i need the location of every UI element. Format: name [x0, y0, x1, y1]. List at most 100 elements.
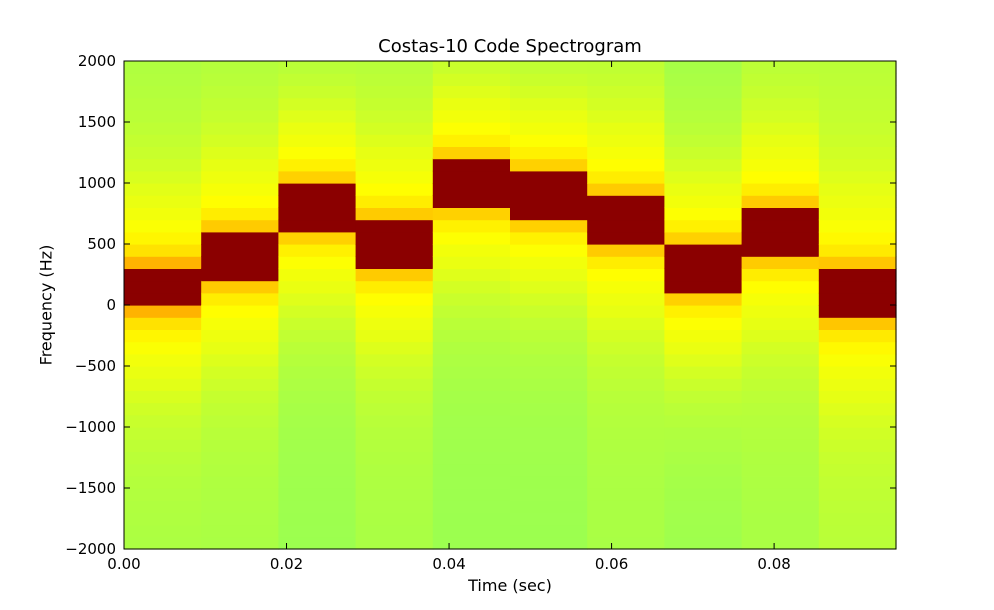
heatmap-cell	[741, 231, 820, 245]
heatmap-cell	[201, 231, 279, 245]
heatmap-cell	[201, 536, 279, 550]
heatmap-cell	[201, 500, 279, 513]
heatmap-cell	[278, 427, 357, 440]
heatmap-cell	[587, 341, 665, 355]
heatmap-cell	[510, 402, 588, 416]
heatmap-cell	[355, 524, 434, 538]
heatmap-cell	[278, 73, 357, 86]
heatmap-cell	[587, 256, 665, 269]
heatmap-cell	[818, 378, 897, 391]
heatmap-cell	[355, 390, 434, 404]
heatmap-cell	[355, 463, 434, 477]
heatmap-cell	[355, 97, 434, 111]
heatmap-cell	[124, 353, 202, 367]
heatmap-cell	[818, 97, 897, 111]
heatmap-cell	[664, 512, 743, 526]
heatmap-cell	[355, 488, 434, 501]
heatmap-cell	[355, 207, 434, 221]
heatmap-cell	[124, 170, 202, 184]
heatmap-cell	[510, 475, 588, 489]
heatmap-cell	[278, 219, 357, 233]
heatmap-cell	[278, 170, 357, 184]
heatmap-cell	[818, 244, 897, 257]
heatmap-cell	[432, 195, 511, 208]
heatmap-cell	[432, 61, 511, 74]
heatmap-cell	[124, 268, 202, 282]
heatmap-cell	[278, 207, 357, 221]
heatmap-cell	[664, 475, 743, 489]
heatmap-cell	[124, 500, 202, 513]
heatmap-cell	[818, 122, 897, 135]
heatmap-cell	[432, 427, 511, 440]
heatmap-cell	[510, 451, 588, 465]
heatmap-cell	[355, 109, 434, 123]
heatmap-cell	[664, 231, 743, 245]
heatmap-cell	[510, 366, 588, 379]
heatmap-cell	[201, 439, 279, 452]
heatmap-cell	[432, 231, 511, 245]
heatmap-cell	[355, 475, 434, 489]
heatmap-cell	[818, 366, 897, 379]
x-axis-label: Time (sec)	[468, 576, 552, 595]
heatmap-cell	[278, 268, 357, 282]
heatmap-cell	[664, 451, 743, 465]
heatmap-cell	[432, 378, 511, 391]
heatmap-cell	[818, 109, 897, 123]
heatmap-cell	[432, 390, 511, 404]
heatmap-cell	[201, 244, 279, 257]
heatmap-cell	[818, 207, 897, 221]
heatmap-cell	[818, 280, 897, 294]
heatmap-cell	[741, 414, 820, 428]
heatmap-cell	[278, 134, 357, 147]
y-tick-label: −1000	[65, 418, 116, 436]
heatmap-cell	[278, 378, 357, 391]
heatmap-cell	[741, 97, 820, 111]
heatmap-cell	[587, 512, 665, 526]
y-axis-label: Frequency (Hz)	[36, 244, 56, 366]
heatmap-cell	[201, 183, 279, 196]
y-tick-label: −1500	[65, 479, 116, 497]
heatmap-cell	[664, 488, 743, 501]
heatmap-cell	[741, 256, 820, 269]
heatmap-cell	[124, 61, 202, 74]
heatmap-cell	[818, 500, 897, 513]
heatmap-cell	[432, 439, 511, 452]
heatmap-cell	[124, 122, 202, 135]
heatmap-cell	[201, 463, 279, 477]
heatmap-cell	[510, 268, 588, 282]
heatmap-cell	[201, 61, 279, 74]
heatmap-cell	[355, 402, 434, 416]
heatmap-cell	[741, 195, 820, 208]
heatmap-cell	[355, 195, 434, 208]
heatmap-cell	[818, 146, 897, 160]
heatmap-cell	[510, 390, 588, 404]
heatmap-cell	[741, 85, 820, 99]
heatmap-cell	[278, 280, 357, 294]
heatmap-cell	[432, 500, 511, 513]
heatmap-cell	[510, 427, 588, 440]
heatmap-cell	[510, 170, 588, 184]
heatmap-cell	[355, 329, 434, 343]
heatmap-cell	[818, 219, 897, 233]
heatmap-cell	[124, 414, 202, 428]
heatmap-cell	[587, 268, 665, 282]
heatmap-cell	[278, 329, 357, 343]
x-tick-label: 0.08	[757, 555, 790, 573]
heatmap-cell	[587, 366, 665, 379]
heatmap-cell	[432, 85, 511, 99]
heatmap-cell	[201, 292, 279, 306]
heatmap-cell	[278, 439, 357, 452]
heatmap-cell	[587, 305, 665, 318]
heatmap-cell	[124, 183, 202, 196]
heatmap-cell	[124, 366, 202, 379]
heatmap-cell	[510, 195, 588, 208]
heatmap-cell	[355, 219, 434, 233]
heatmap-cell	[432, 207, 511, 221]
heatmap-cell	[510, 463, 588, 477]
heatmap-cell	[278, 317, 357, 330]
heatmap-cell	[432, 414, 511, 428]
heatmap-cell	[664, 256, 743, 269]
heatmap-cell	[510, 512, 588, 526]
heatmap-cell	[510, 378, 588, 391]
heatmap-cell	[510, 85, 588, 99]
